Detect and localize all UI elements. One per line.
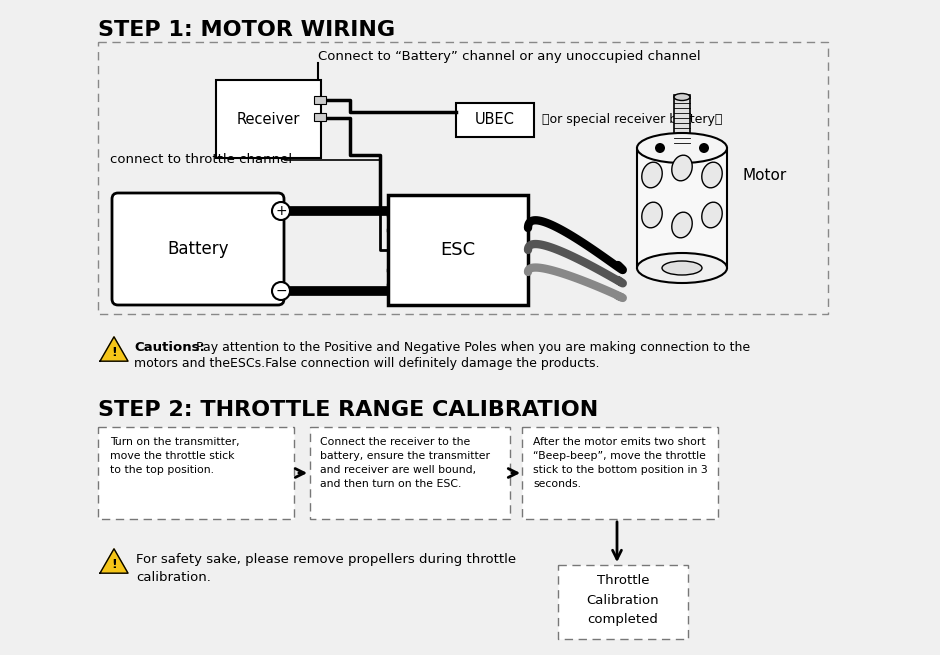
Ellipse shape: [642, 202, 662, 228]
Text: Connect to “Battery” channel or any unoccupied channel: Connect to “Battery” channel or any unoc…: [318, 50, 700, 63]
Circle shape: [655, 143, 665, 153]
Text: For safety sake, please remove propellers during throttle
calibration.: For safety sake, please remove propeller…: [136, 553, 516, 584]
Text: ESC: ESC: [441, 241, 476, 259]
Ellipse shape: [662, 261, 702, 275]
Circle shape: [272, 202, 290, 220]
Ellipse shape: [637, 253, 727, 283]
Bar: [98, 427, 294, 519]
Ellipse shape: [702, 202, 722, 228]
Text: Motor: Motor: [742, 168, 786, 183]
Text: Throttle
Calibration
completed: Throttle Calibration completed: [587, 574, 659, 626]
Text: !: !: [111, 557, 117, 571]
Polygon shape: [100, 549, 128, 573]
Bar: [216, 80, 321, 158]
Polygon shape: [100, 337, 128, 361]
Text: Battery: Battery: [167, 240, 228, 258]
Ellipse shape: [642, 162, 662, 188]
Ellipse shape: [674, 94, 690, 100]
Text: motors and theESCs.False connection will definitely damage the products.: motors and theESCs.False connection will…: [134, 357, 600, 370]
FancyBboxPatch shape: [112, 193, 284, 305]
Bar: [310, 427, 510, 519]
Text: STEP 1: MOTOR WIRING: STEP 1: MOTOR WIRING: [98, 20, 395, 40]
Text: Cautions:: Cautions:: [134, 341, 205, 354]
Bar: [522, 427, 718, 519]
Bar: [558, 565, 688, 639]
Bar: [314, 96, 326, 104]
Text: （or special receiver battery）: （or special receiver battery）: [542, 113, 722, 126]
Text: connect to throttle channel: connect to throttle channel: [110, 153, 292, 166]
Bar: [674, 95, 690, 145]
Text: !: !: [111, 345, 117, 358]
Bar: [388, 195, 528, 305]
Text: Pay attention to the Positive and Negative Poles when you are making connection : Pay attention to the Positive and Negati…: [192, 341, 750, 354]
Bar: [456, 103, 534, 137]
Ellipse shape: [672, 155, 692, 181]
Text: STEP 2: THROTTLE RANGE CALIBRATION: STEP 2: THROTTLE RANGE CALIBRATION: [98, 400, 598, 420]
Text: Connect the receiver to the
battery, ensure the transmitter
and receiver are wel: Connect the receiver to the battery, ens…: [320, 437, 490, 489]
Text: UBEC: UBEC: [475, 113, 515, 128]
Circle shape: [272, 282, 290, 300]
Text: +: +: [275, 204, 287, 218]
Bar: [637, 148, 727, 268]
Circle shape: [699, 143, 709, 153]
Ellipse shape: [637, 133, 727, 163]
Text: After the motor emits two short
“Beep-beep”, move the throttle
stick to the bott: After the motor emits two short “Beep-be…: [533, 437, 708, 489]
Bar: [98, 42, 828, 314]
Bar: [314, 113, 326, 121]
Text: Receiver: Receiver: [236, 111, 300, 126]
Text: −: −: [275, 284, 287, 298]
Ellipse shape: [702, 162, 722, 188]
Text: Turn on the transmitter,
move the throttle stick
to the top position.: Turn on the transmitter, move the thrott…: [110, 437, 240, 475]
Ellipse shape: [672, 212, 692, 238]
